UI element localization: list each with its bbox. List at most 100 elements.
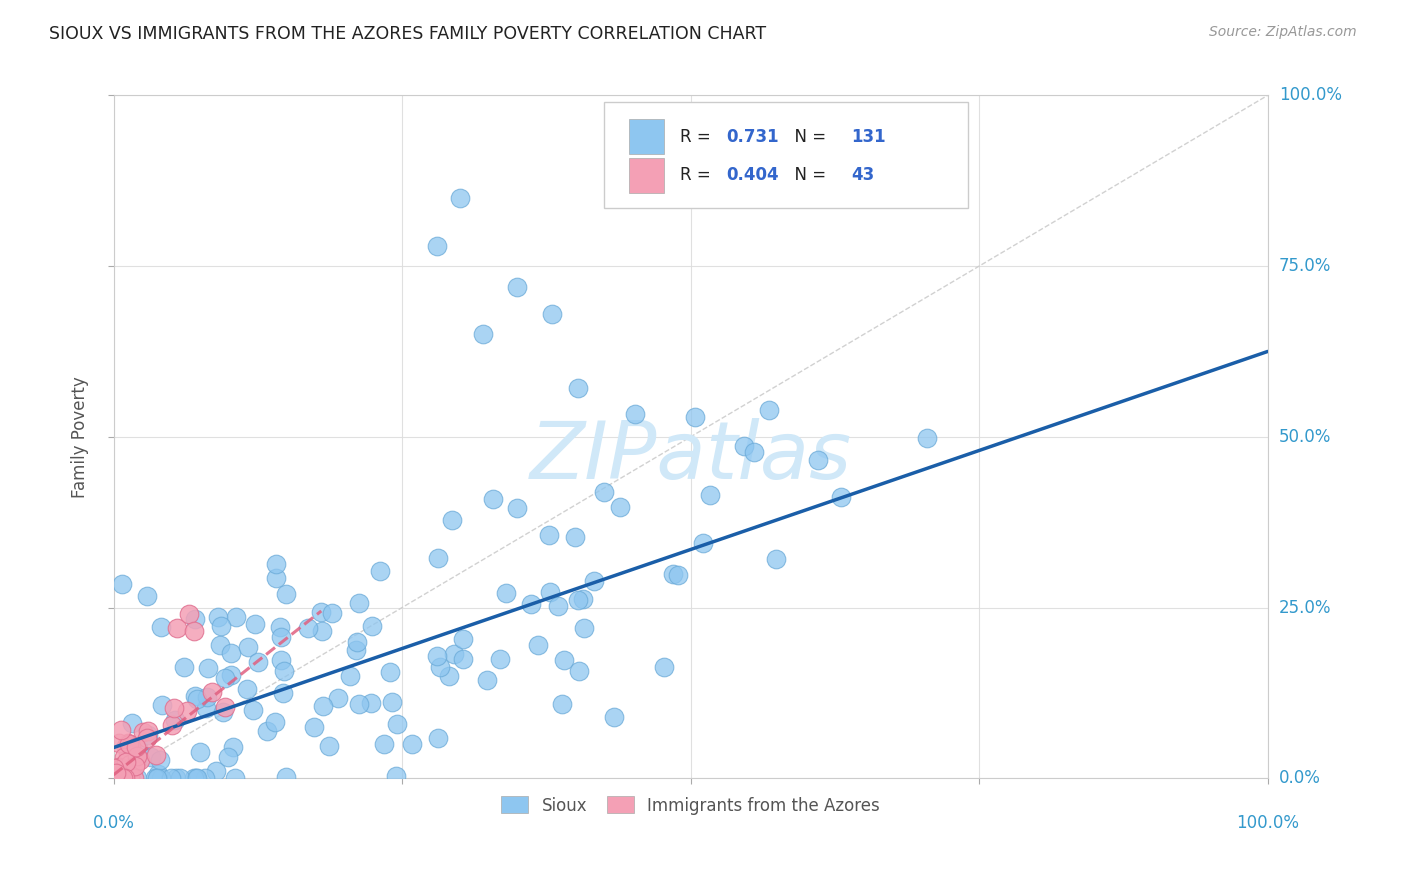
Point	[270, 653, 292, 667]
Point	[160, 718, 183, 732]
Point	[765, 552, 787, 566]
Point	[471, 327, 494, 342]
Point	[110, 761, 132, 775]
Point	[567, 381, 589, 395]
Point	[219, 646, 242, 660]
Point	[495, 586, 517, 600]
Point	[112, 772, 135, 786]
Point	[145, 748, 167, 763]
Point	[451, 651, 474, 665]
Point	[572, 621, 595, 635]
Point	[107, 760, 129, 774]
Point	[311, 624, 333, 639]
Point	[318, 739, 340, 753]
Text: 100.0%: 100.0%	[1236, 814, 1299, 832]
Point	[373, 737, 395, 751]
Point	[593, 484, 616, 499]
Point	[209, 639, 232, 653]
Point	[103, 771, 125, 785]
Point	[136, 728, 159, 742]
Point	[830, 490, 852, 504]
Point	[385, 769, 408, 783]
FancyBboxPatch shape	[630, 158, 664, 194]
Point	[437, 669, 460, 683]
Point	[118, 757, 141, 772]
Point	[146, 767, 169, 781]
Point	[256, 724, 278, 739]
Point	[127, 772, 149, 786]
Point	[117, 736, 139, 750]
Point	[538, 585, 561, 599]
Point	[246, 655, 269, 669]
Point	[112, 772, 135, 786]
Text: ZIPatlas: ZIPatlas	[530, 418, 852, 496]
Point	[222, 739, 245, 754]
Point	[136, 724, 159, 739]
Point	[915, 431, 938, 445]
Point	[184, 612, 207, 626]
Point	[209, 619, 232, 633]
Point	[346, 635, 368, 649]
Point	[160, 772, 183, 786]
Point	[120, 772, 142, 786]
Point	[132, 725, 155, 739]
Point	[541, 307, 564, 321]
Point	[211, 705, 233, 719]
Point	[302, 720, 325, 734]
Text: 100.0%: 100.0%	[1279, 87, 1341, 104]
Point	[699, 488, 721, 502]
Point	[110, 723, 132, 737]
Point	[207, 609, 229, 624]
Point	[205, 764, 228, 779]
Point	[107, 772, 129, 786]
Point	[274, 587, 297, 601]
Point	[488, 651, 510, 665]
Point	[114, 763, 136, 777]
Point	[104, 764, 127, 779]
Text: 25.0%: 25.0%	[1279, 599, 1331, 616]
Text: 75.0%: 75.0%	[1279, 257, 1331, 275]
Point	[120, 739, 142, 753]
Point	[270, 630, 292, 644]
Point	[683, 409, 706, 424]
Point	[429, 660, 451, 674]
Point	[186, 692, 208, 706]
Point	[692, 535, 714, 549]
Point	[122, 772, 145, 786]
Point	[197, 661, 219, 675]
Text: 131: 131	[851, 128, 886, 145]
Point	[264, 715, 287, 730]
Point	[124, 759, 146, 773]
Point	[564, 530, 586, 544]
Point	[125, 739, 148, 754]
Point	[104, 765, 127, 780]
Point	[169, 772, 191, 786]
Point	[264, 570, 287, 584]
Point	[197, 690, 219, 704]
Point	[661, 566, 683, 581]
Point	[149, 753, 172, 767]
Point	[107, 735, 129, 749]
Point	[609, 500, 631, 515]
Point	[120, 768, 142, 782]
Point	[443, 647, 465, 661]
Point	[441, 512, 464, 526]
Point	[165, 713, 187, 727]
Point	[520, 597, 543, 611]
Y-axis label: Family Poverty: Family Poverty	[72, 376, 89, 498]
Point	[475, 673, 498, 688]
Point	[103, 761, 125, 775]
Point	[553, 653, 575, 667]
Point	[114, 772, 136, 786]
Point	[311, 605, 333, 619]
Point	[426, 238, 449, 252]
Point	[568, 664, 591, 678]
Point	[269, 620, 291, 634]
Point	[125, 755, 148, 769]
Point	[506, 501, 529, 516]
Point	[242, 703, 264, 717]
Point	[742, 445, 765, 459]
Point	[143, 772, 166, 786]
Point	[184, 689, 207, 703]
Point	[117, 746, 139, 760]
